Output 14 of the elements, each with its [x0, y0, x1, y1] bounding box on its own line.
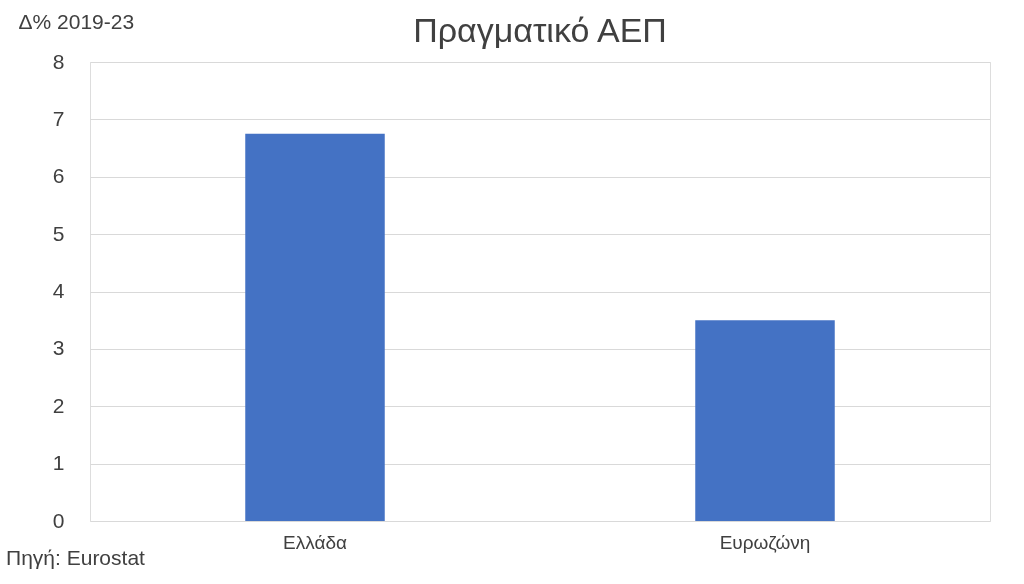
y-tick-label: 8 [52, 49, 65, 73]
y-tick-label: 2 [52, 393, 65, 417]
y-tick-label: 3 [52, 336, 65, 360]
y-tick-label: 5 [52, 221, 65, 245]
y-tick-label: 7 [52, 106, 65, 130]
y-axis-title: Δ% 2019-23 [18, 9, 135, 33]
x-tick-label: Ελλάδα [283, 531, 347, 553]
y-tick-label: 4 [52, 279, 65, 302]
chart-title: Πραγματικό ΑΕΠ [413, 11, 667, 49]
y-tick-label: 6 [52, 164, 65, 188]
y-tick-label: 0 [52, 508, 65, 532]
y-tick-label: 1 [52, 451, 65, 475]
text: Πηγή: Eurostat [6, 546, 145, 570]
x-tick-label: Ευρωζώνη [719, 531, 811, 553]
